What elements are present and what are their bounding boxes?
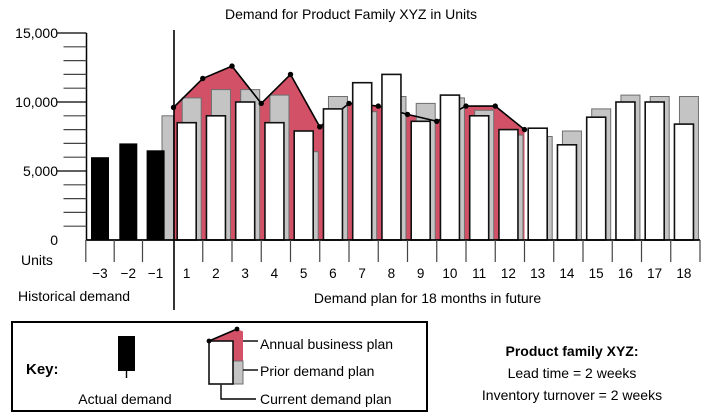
x-tick-label-month-5: 5 [299, 266, 308, 281]
x-tick-label-month-12: 12 [500, 266, 516, 281]
bar-current-plan-month-6 [322, 108, 344, 241]
annual-plan-point [317, 124, 323, 130]
key-actual-demand-swatch [118, 336, 135, 371]
annual-plan-point [492, 103, 498, 109]
bar-current-plan-month-10 [439, 94, 461, 241]
y-axis-units-label: Units [21, 252, 53, 268]
key-prior-plan-swatch [232, 360, 244, 385]
bar-actual-demand-month-−1 [146, 150, 165, 240]
annual-business-plan-area [173, 66, 525, 240]
bar-current-plan-month-8 [381, 73, 402, 241]
annual-plan-point [434, 118, 440, 125]
x-tick-label-month-14: 14 [559, 266, 575, 281]
key-current-plan-swatch [208, 340, 234, 385]
key-actual-demand-label: Actual demand [78, 391, 172, 407]
bar-current-plan-month-14 [556, 144, 578, 241]
bar-actual-demand-month-−3 [91, 157, 109, 240]
bar-current-plan-month-4 [264, 121, 285, 241]
x-tick-label-month-−3: −3 [92, 266, 108, 281]
bar-current-plan-month-17 [644, 101, 666, 241]
x-tick-label-month-8: 8 [387, 266, 396, 281]
product-info-inventory-turnover: Inventory turnover = 2 weeks [481, 387, 663, 403]
product-info-lead-time: Lead time = 2 weeks [507, 365, 637, 381]
bar-current-plan-month-2 [205, 115, 227, 241]
bar-current-plan-month-9 [410, 120, 432, 241]
y-tick-label-10000: 10,000 [15, 94, 58, 110]
key-annual-plan-point [234, 326, 240, 332]
x-tick-label-month-17: 17 [647, 266, 663, 281]
bar-current-plan-month-15 [585, 116, 607, 241]
annual-plan-point [200, 75, 206, 82]
x-tick-label-month-9: 9 [416, 266, 425, 281]
key-current-demand-plan-label: Current demand plan [260, 391, 392, 407]
key-heading: Key: [26, 361, 59, 378]
key-prior-demand-plan-label: Prior demand plan [260, 363, 375, 379]
x-tick-label-month-10: 10 [442, 266, 458, 281]
x-tick-label-month-4: 4 [270, 266, 279, 281]
annual-plan-point [521, 126, 528, 133]
future-section-label: Demand plan for 18 months in future [313, 290, 542, 306]
bar-current-plan-month-5 [293, 130, 315, 241]
annual-plan-point [375, 103, 381, 109]
x-tick-label-month-6: 6 [329, 266, 337, 281]
x-tick-label-month-2: 2 [212, 266, 220, 281]
bar-current-plan-month-12 [498, 128, 519, 241]
y-tick-label-5000: 5,000 [22, 163, 58, 179]
annual-plan-point [404, 111, 411, 118]
y-tick-label-15000: 15,000 [15, 25, 58, 41]
x-tick-label-month-7: 7 [358, 266, 366, 281]
x-tick-label-month-11: 11 [472, 266, 487, 281]
key-annual-business-plan-label: Annual business plan [260, 336, 394, 352]
x-tick-label-month-−2: −2 [120, 266, 136, 281]
bar-current-plan-month-16 [615, 101, 636, 241]
bar-current-plan-month-13 [527, 127, 549, 241]
annual-plan-point [287, 71, 294, 78]
x-tick-label-month-15: 15 [588, 266, 604, 281]
annual-plan-point [346, 100, 352, 107]
x-tick-label-month-−1: −1 [147, 266, 164, 281]
x-tick-label-month-16: 16 [617, 266, 633, 281]
annual-plan-point [229, 63, 235, 69]
key-connector-current [220, 384, 256, 400]
x-tick-label-month-13: 13 [530, 266, 546, 281]
annual-plan-point [463, 103, 469, 109]
key-box-border [11, 321, 428, 412]
bar-actual-demand-month-−2 [119, 143, 138, 240]
x-tick-label-month-1: 1 [182, 266, 191, 281]
bar-current-plan-month-11 [468, 115, 490, 241]
chart-title: Demand for Product Family XYZ in Units [224, 6, 478, 22]
x-tick-label-month-18: 18 [676, 266, 692, 281]
bar-current-plan-month-18 [673, 123, 695, 241]
key-annual-plan-swatch [209, 329, 243, 361]
x-tick-label-month-3: 3 [241, 266, 249, 281]
historical-section-label: Historical demand [18, 288, 131, 304]
key-annual-plan-line [208, 328, 238, 342]
annual-plan-point [258, 100, 264, 107]
key-annual-plan-point [206, 338, 212, 344]
y-tick-label-0: 0 [50, 232, 58, 248]
bar-current-plan-month-1 [176, 121, 197, 241]
product-info-heading: Product family XYZ: [505, 343, 639, 359]
bar-current-plan-month-7 [351, 81, 373, 241]
bar-current-plan-month-3 [234, 101, 256, 241]
